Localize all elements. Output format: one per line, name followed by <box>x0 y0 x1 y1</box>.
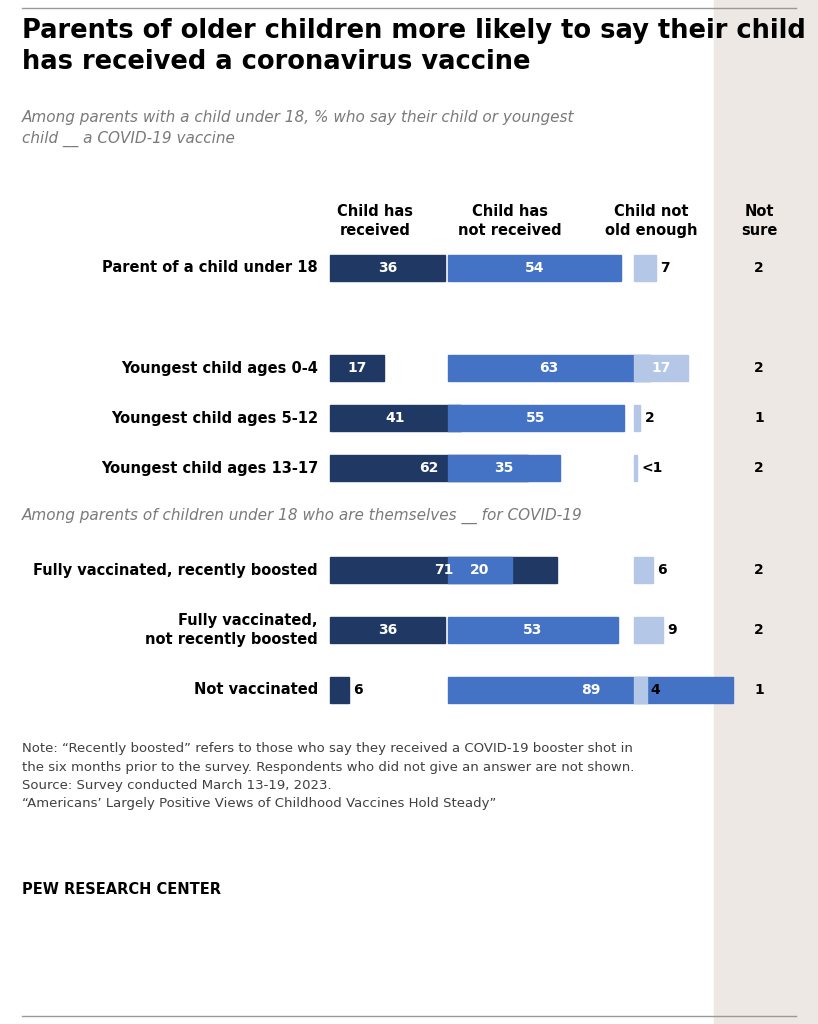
Text: 2: 2 <box>754 623 764 637</box>
Bar <box>448 677 733 703</box>
Text: 4: 4 <box>651 683 661 697</box>
Text: 63: 63 <box>539 361 559 375</box>
Bar <box>448 455 560 481</box>
Bar <box>634 455 637 481</box>
Text: 41: 41 <box>386 411 406 425</box>
Text: 7: 7 <box>660 261 670 275</box>
Text: 71: 71 <box>434 563 453 577</box>
Bar <box>330 355 384 381</box>
Text: Among parents with a child under 18, % who say their child or youngest
child __ : Among parents with a child under 18, % w… <box>22 110 574 146</box>
Text: 20: 20 <box>470 563 490 577</box>
Bar <box>330 677 349 703</box>
Text: 6: 6 <box>353 683 363 697</box>
Bar <box>330 455 528 481</box>
Bar <box>714 0 818 1024</box>
Text: 2: 2 <box>754 563 764 577</box>
Bar <box>448 617 618 643</box>
Bar <box>634 355 689 381</box>
Text: Youngest child ages 0-4: Youngest child ages 0-4 <box>121 360 318 376</box>
Bar <box>634 406 640 431</box>
Text: 2: 2 <box>754 261 764 275</box>
Text: Not
sure: Not sure <box>741 204 777 238</box>
Text: Child not
old enough: Child not old enough <box>605 204 697 238</box>
Text: Among parents of children under 18 who are themselves __ for COVID-19: Among parents of children under 18 who a… <box>22 508 582 524</box>
Bar <box>634 557 654 583</box>
Text: 62: 62 <box>420 461 439 475</box>
Text: 36: 36 <box>378 261 398 275</box>
Text: 53: 53 <box>524 623 542 637</box>
Text: 1: 1 <box>754 683 764 697</box>
Text: Child has
received: Child has received <box>337 204 413 238</box>
Text: Fully vaccinated, recently boosted: Fully vaccinated, recently boosted <box>34 562 318 578</box>
Text: 89: 89 <box>581 683 600 697</box>
Text: 36: 36 <box>378 623 398 637</box>
Bar <box>448 406 624 431</box>
Text: Youngest child ages 5-12: Youngest child ages 5-12 <box>111 411 318 426</box>
Text: Not vaccinated: Not vaccinated <box>194 683 318 697</box>
Text: <1: <1 <box>641 461 663 475</box>
Text: 17: 17 <box>651 361 671 375</box>
Text: 54: 54 <box>524 261 544 275</box>
Text: Note: “Recently boosted” refers to those who say they received a COVID-19 booste: Note: “Recently boosted” refers to those… <box>22 742 635 811</box>
Text: Fully vaccinated,
not recently boosted: Fully vaccinated, not recently boosted <box>146 613 318 647</box>
Text: Child has
not received: Child has not received <box>458 204 562 238</box>
Bar <box>330 557 557 583</box>
Bar <box>448 255 621 281</box>
Bar <box>448 557 512 583</box>
Bar <box>634 255 656 281</box>
Text: 1: 1 <box>754 411 764 425</box>
Text: 2: 2 <box>754 361 764 375</box>
Text: 6: 6 <box>657 563 667 577</box>
Text: 35: 35 <box>494 461 514 475</box>
Text: 9: 9 <box>667 623 676 637</box>
Text: 55: 55 <box>526 411 546 425</box>
Text: Parent of a child under 18: Parent of a child under 18 <box>102 260 318 275</box>
Text: 2: 2 <box>645 411 654 425</box>
Bar <box>330 406 461 431</box>
Bar <box>448 355 649 381</box>
Bar <box>634 617 663 643</box>
Text: 17: 17 <box>348 361 367 375</box>
Bar <box>330 255 445 281</box>
Text: Parents of older children more likely to say their child
has received a coronavi: Parents of older children more likely to… <box>22 18 806 75</box>
Bar <box>634 677 647 703</box>
Text: PEW RESEARCH CENTER: PEW RESEARCH CENTER <box>22 882 221 897</box>
Text: 2: 2 <box>754 461 764 475</box>
Text: Youngest child ages 13-17: Youngest child ages 13-17 <box>101 461 318 475</box>
Bar <box>330 617 445 643</box>
